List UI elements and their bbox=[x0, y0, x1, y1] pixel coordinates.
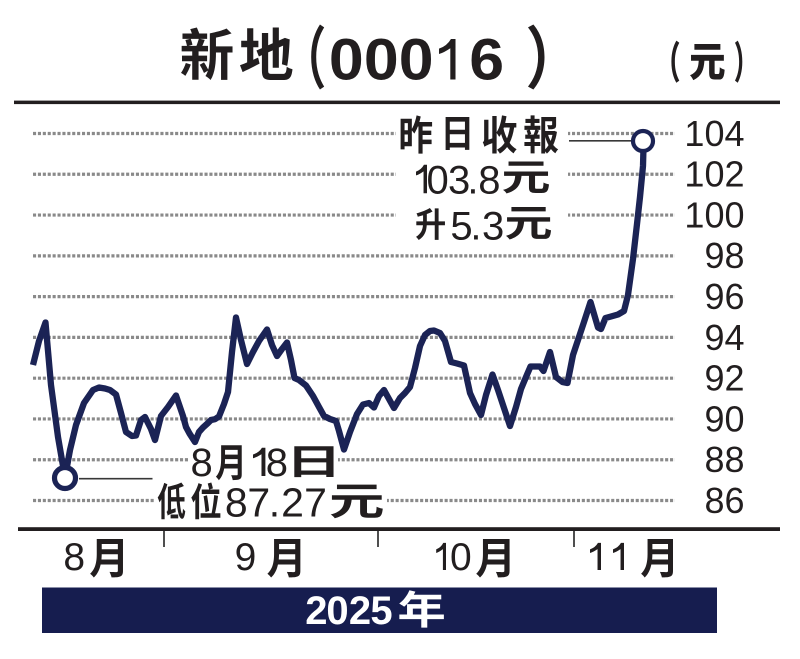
svg-text:3: 3 bbox=[448, 158, 470, 202]
svg-text:0: 0 bbox=[326, 589, 348, 633]
svg-text:2: 2 bbox=[305, 589, 327, 633]
svg-text:.: . bbox=[269, 480, 280, 526]
svg-text:8: 8 bbox=[63, 536, 85, 579]
svg-text:.: . bbox=[467, 158, 478, 202]
svg-text:0: 0 bbox=[426, 158, 448, 202]
svg-text:8: 8 bbox=[225, 480, 248, 526]
svg-text:100: 100 bbox=[684, 194, 744, 235]
svg-text:102: 102 bbox=[684, 154, 744, 195]
svg-text:0: 0 bbox=[364, 27, 399, 92]
svg-text:2: 2 bbox=[349, 589, 371, 633]
svg-text:0: 0 bbox=[329, 27, 364, 92]
svg-text:7: 7 bbox=[304, 480, 327, 526]
svg-text:7: 7 bbox=[247, 480, 270, 526]
svg-text:92: 92 bbox=[704, 358, 744, 399]
svg-text:98: 98 bbox=[704, 235, 744, 276]
svg-text:104: 104 bbox=[684, 113, 744, 154]
svg-text:0: 0 bbox=[399, 27, 434, 92]
svg-text:90: 90 bbox=[704, 398, 744, 439]
svg-text:5: 5 bbox=[370, 589, 392, 633]
svg-text:0: 0 bbox=[450, 536, 472, 579]
svg-text:94: 94 bbox=[704, 317, 744, 358]
svg-text:96: 96 bbox=[704, 276, 744, 317]
svg-text:6: 6 bbox=[469, 27, 504, 92]
svg-text:9: 9 bbox=[235, 536, 257, 579]
svg-text:.: . bbox=[470, 205, 481, 249]
svg-text:8: 8 bbox=[190, 441, 212, 485]
svg-text:8: 8 bbox=[478, 158, 500, 202]
svg-text:88: 88 bbox=[704, 439, 744, 480]
svg-text:8: 8 bbox=[266, 441, 288, 485]
svg-text:2: 2 bbox=[281, 480, 304, 526]
svg-text:5: 5 bbox=[450, 205, 472, 249]
svg-text:86: 86 bbox=[704, 480, 744, 521]
svg-text:3: 3 bbox=[482, 205, 504, 249]
